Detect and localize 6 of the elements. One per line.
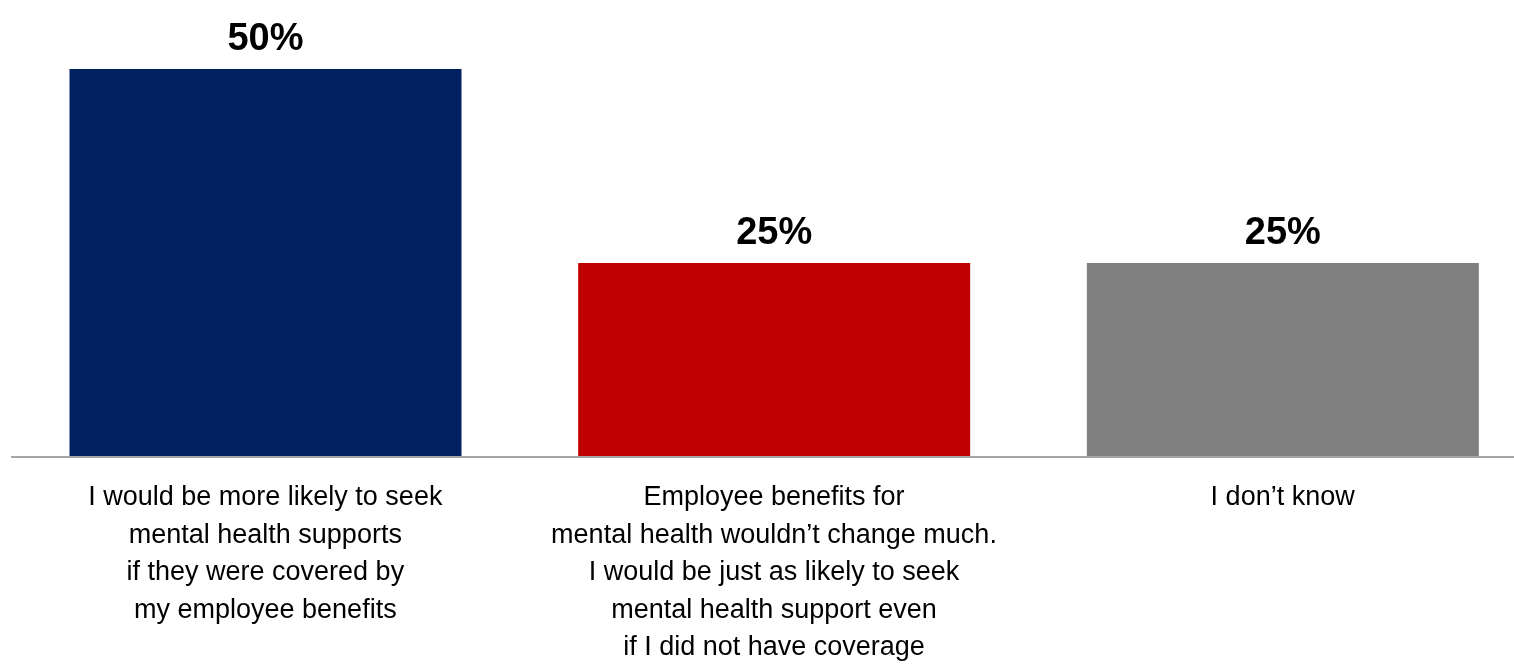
data-label: 25%: [736, 210, 813, 252]
x-tick-label: I would be more likely to seek mental health supports if they were covered by my employee benefits: [88, 481, 443, 624]
x-tick-label: I don’t know: [1210, 481, 1356, 511]
x-tick-label: Employee benefits for mental health wouldn’t change much. I would be just as likely to seek mental health support even if I did not have coverage: [551, 481, 997, 661]
data-label: 25%: [1244, 210, 1321, 252]
data-label: 50%: [227, 16, 304, 58]
